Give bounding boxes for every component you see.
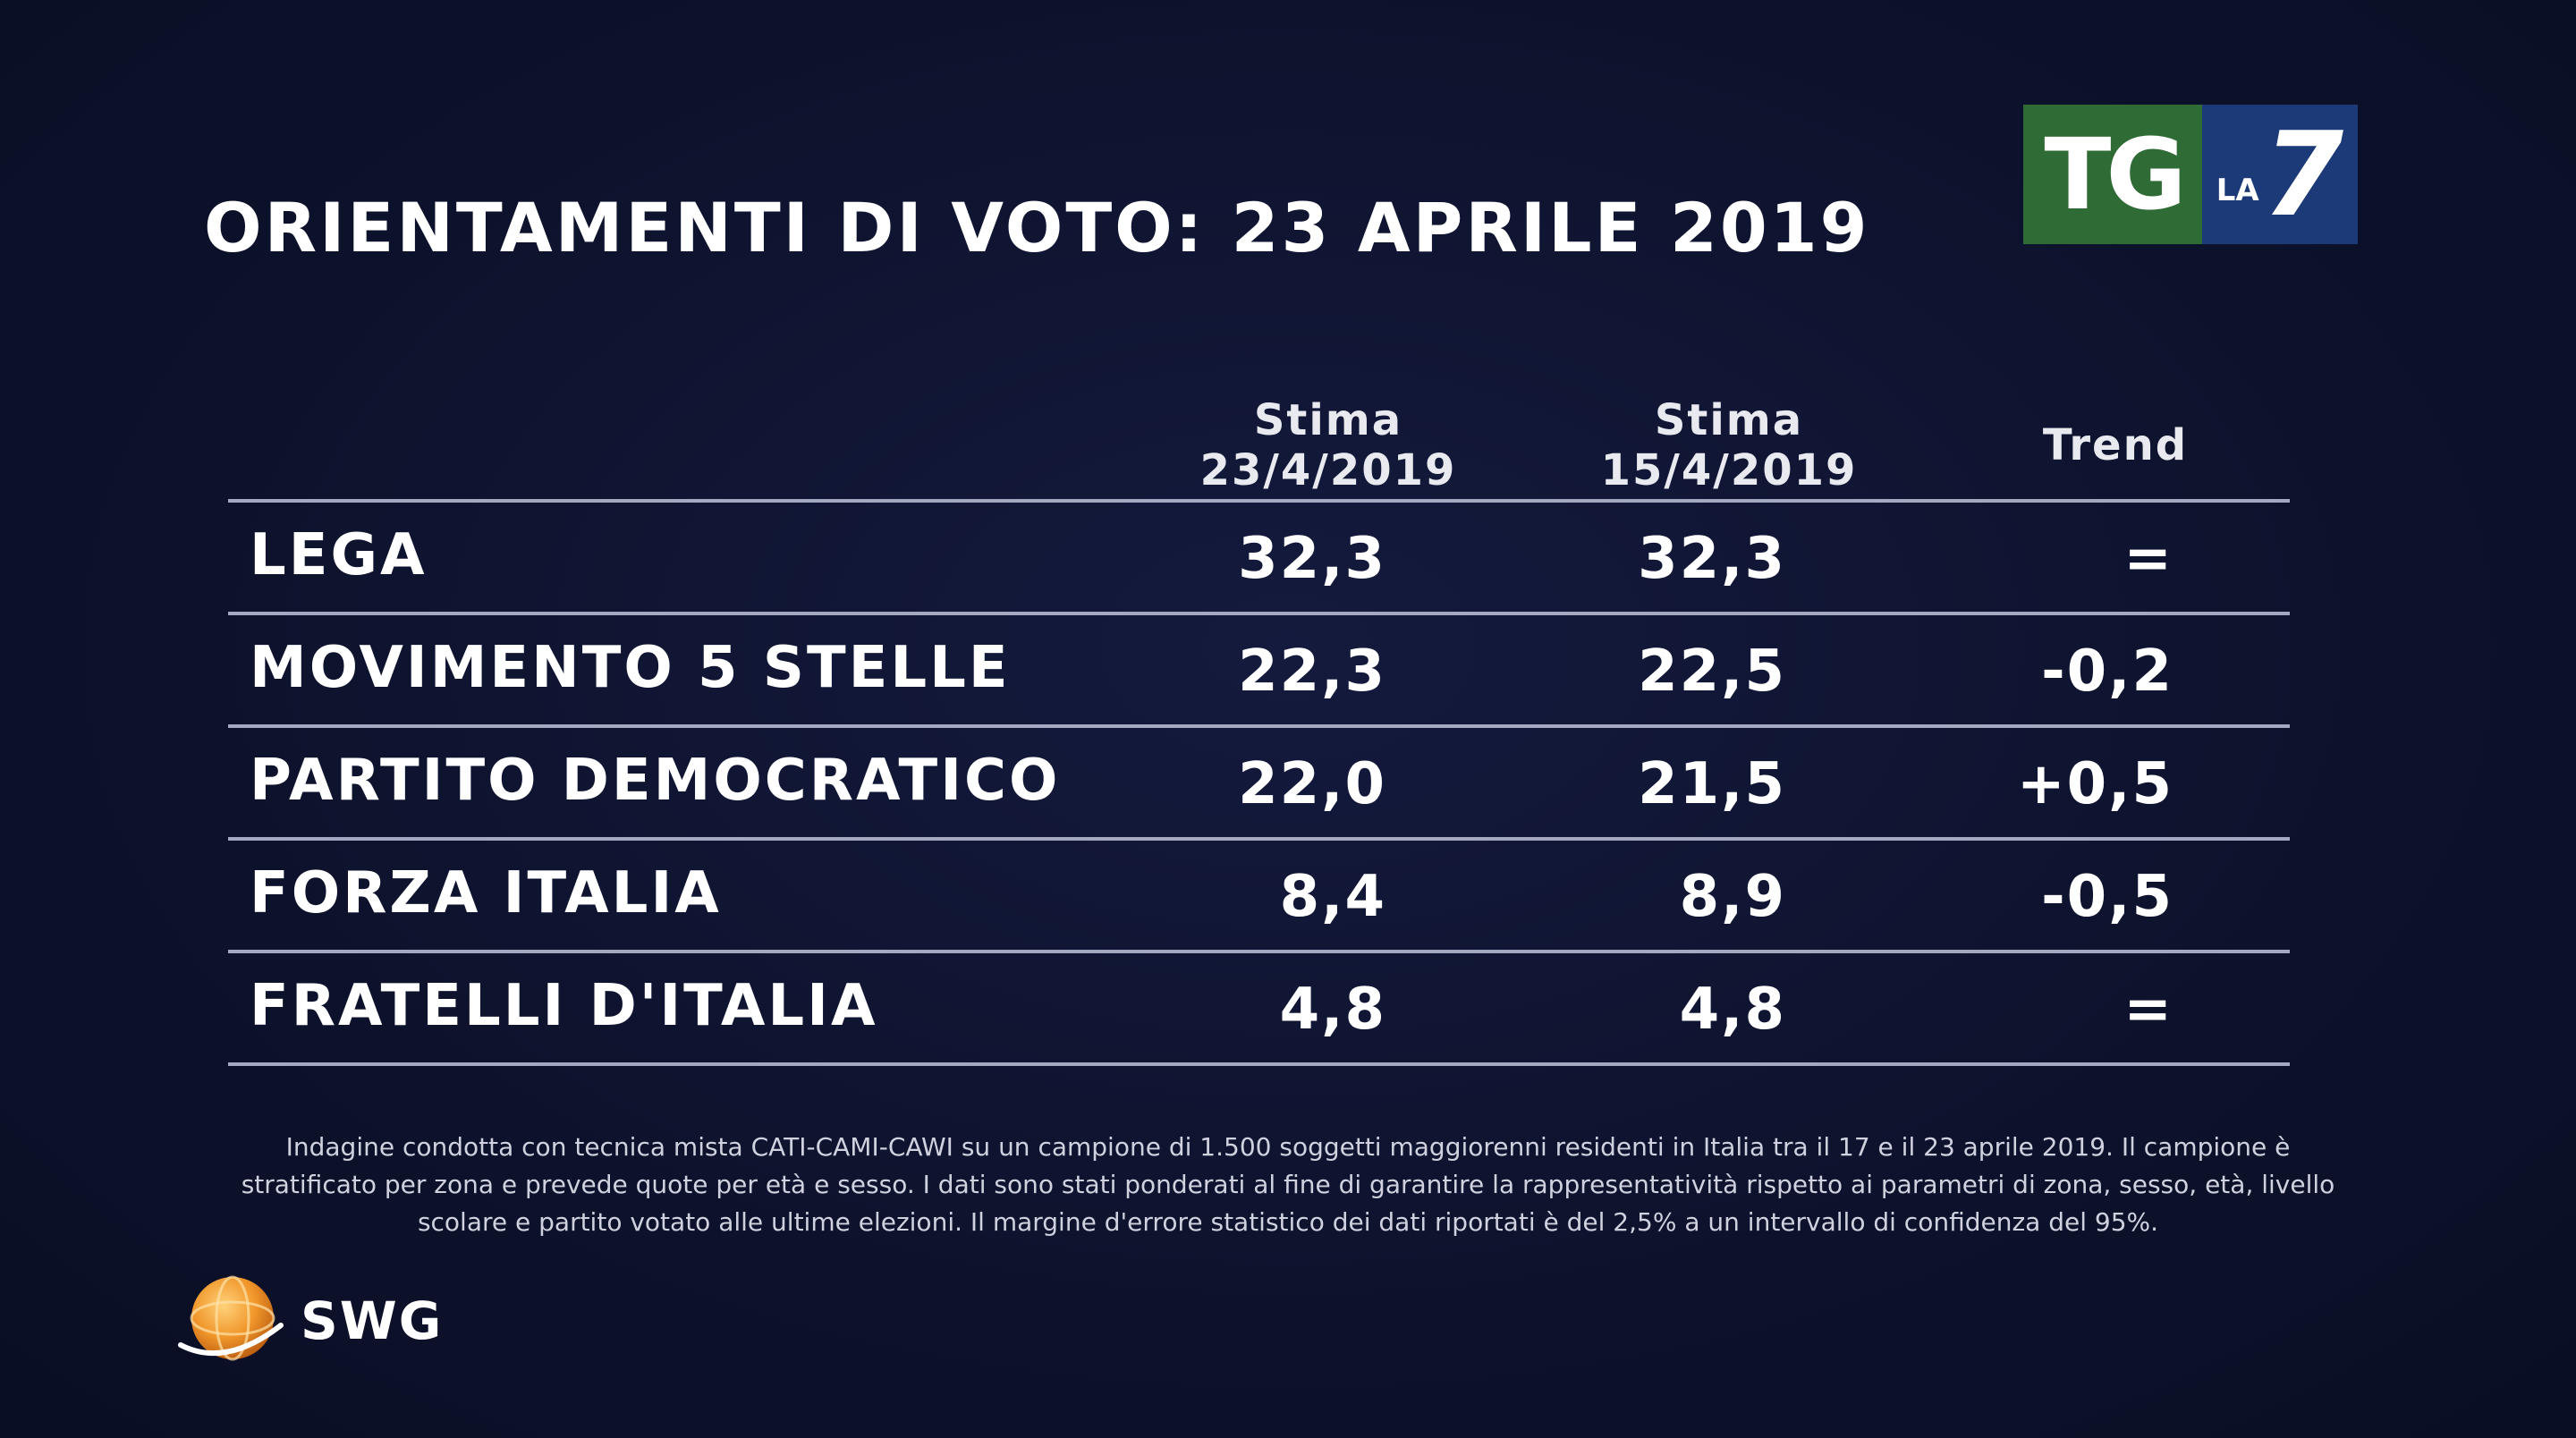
stima-23-value: 22,3 [1238, 639, 1386, 705]
tg-logo-block: TG [2023, 105, 2202, 244]
party-name: PARTITO DEMOCRATICO [250, 748, 1061, 814]
table-row: FORZA ITALIA 8,4 8,9 -0,5 [228, 841, 2290, 950]
table-row: FRATELLI D'ITALIA 4,8 4,8 = [228, 953, 2290, 1062]
results-table: Stima 23/4/2019 Stima 15/4/2019 Trend LE… [228, 392, 2290, 1066]
party-name: MOVIMENTO 5 STELLE [250, 635, 1011, 701]
swg-label: SWG [301, 1290, 444, 1351]
chart-title: ORIENTAMENTI DI VOTO: 23 APRILE 2019 [204, 188, 1870, 267]
trend-value: -0,2 [2041, 639, 2174, 705]
methodology-footnote: Indagine condotta con tecnica mista CATI… [179, 1129, 2397, 1241]
header-stima-23-line2: 23/4/2019 [1199, 445, 1457, 495]
stima-15-value: 8,9 [1679, 864, 1786, 930]
table-divider [228, 1062, 2290, 1066]
table-row: PARTITO DEMOCRATICO 22,0 21,5 +0,5 [228, 728, 2290, 837]
tg-la7-logo: TG LA 7 [2023, 105, 2358, 244]
table-divider [228, 724, 2290, 728]
la7-logo-block: LA 7 [2202, 105, 2358, 244]
table-body: LEGA 32,3 32,3 = MOVIMENTO 5 STELLE 22,3 22,5 -… [228, 503, 2290, 1066]
trend-value: = [2123, 977, 2174, 1043]
table-divider [228, 499, 2290, 503]
footnote-line-2: stratificato per zona e prevede quote pe… [241, 1170, 2335, 1199]
header-trend: Trend [2042, 420, 2189, 470]
stima-15-value: 22,5 [1638, 639, 1786, 705]
swg-logo: SWG [172, 1263, 443, 1379]
header-stima-15-line1: Stima [1654, 395, 1804, 445]
header-stima-15: Stima 15/4/2019 [1541, 395, 1917, 495]
table-row: MOVIMENTO 5 STELLE 22,3 22,5 -0,2 [228, 615, 2290, 724]
stima-15-value: 32,3 [1638, 526, 1786, 592]
swg-globe-icon [178, 1275, 284, 1361]
stima-23-value: 8,4 [1279, 864, 1386, 930]
trend-value: = [2123, 526, 2174, 592]
footnote-line-1: Indagine condotta con tecnica mista CATI… [285, 1132, 2291, 1162]
party-name: FRATELLI D'ITALIA [250, 973, 878, 1039]
header-stima-15-line2: 15/4/2019 [1600, 445, 1858, 495]
stima-23-value: 32,3 [1238, 526, 1386, 592]
table-header: Stima 23/4/2019 Stima 15/4/2019 Trend [228, 392, 2290, 499]
stima-15-value: 4,8 [1679, 977, 1786, 1043]
table-row: LEGA 32,3 32,3 = [228, 503, 2290, 612]
table-divider [228, 837, 2290, 841]
party-name: FORZA ITALIA [250, 860, 722, 926]
trend-value: +0,5 [2017, 751, 2174, 817]
seven-logo-text: 7 [2262, 106, 2344, 242]
header-stima-23-line1: Stima [1253, 395, 1403, 445]
header-stima-23: Stima 23/4/2019 [1140, 395, 1516, 495]
stima-15-value: 21,5 [1638, 751, 1786, 817]
footnote-line-3: scolare e partito votato alle ultime ele… [417, 1207, 2159, 1237]
table-divider [228, 612, 2290, 615]
stima-23-value: 22,0 [1238, 751, 1386, 817]
party-name: LEGA [250, 522, 428, 588]
la-logo-text: LA [2216, 173, 2259, 208]
trend-value: -0,5 [2041, 864, 2174, 930]
stima-23-value: 4,8 [1279, 977, 1386, 1043]
table-divider [228, 950, 2290, 953]
